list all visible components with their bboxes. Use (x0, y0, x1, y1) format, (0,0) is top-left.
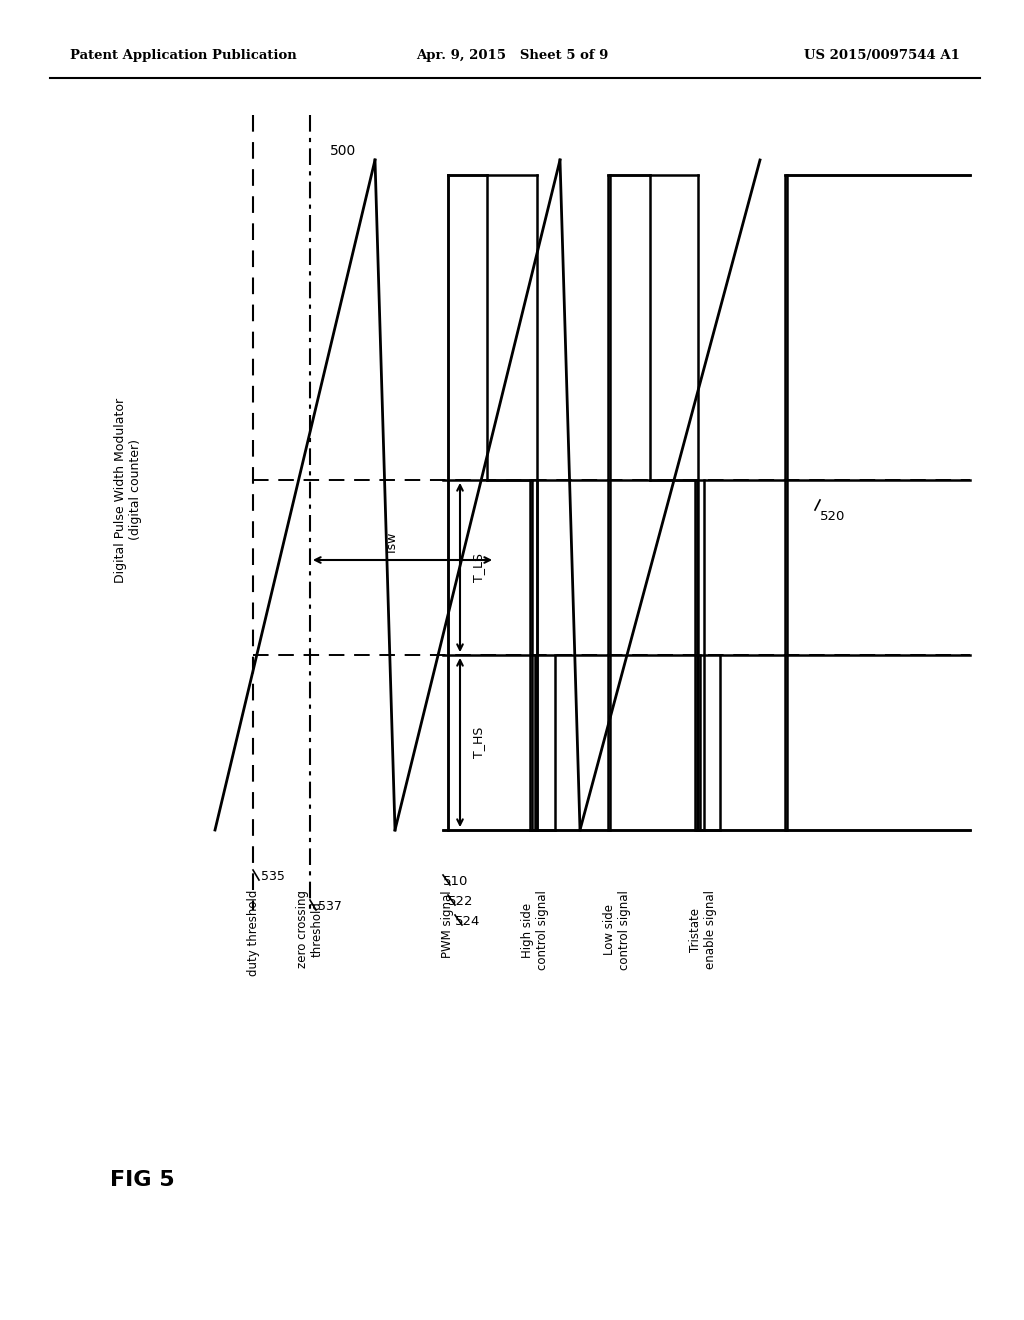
Text: Apr. 9, 2015   Sheet 5 of 9: Apr. 9, 2015 Sheet 5 of 9 (416, 49, 608, 62)
Text: PWM signal: PWM signal (440, 890, 454, 957)
Text: 520: 520 (820, 510, 846, 523)
Text: High side
control signal: High side control signal (521, 890, 549, 970)
Text: 524: 524 (455, 915, 480, 928)
Text: US 2015/0097544 A1: US 2015/0097544 A1 (804, 49, 961, 62)
Text: 535: 535 (261, 870, 285, 883)
Text: 522: 522 (449, 895, 473, 908)
Text: zero crossing
threshold: zero crossing threshold (296, 890, 324, 968)
Text: 510: 510 (443, 875, 468, 888)
Text: Digital Pulse Width Modulator
(digital counter): Digital Pulse Width Modulator (digital c… (114, 397, 142, 582)
Text: Tsw: Tsw (385, 533, 398, 554)
Text: Low side
control signal: Low side control signal (603, 890, 631, 970)
Text: 500: 500 (330, 144, 356, 158)
Text: Patent Application Publication: Patent Application Publication (70, 49, 297, 62)
Text: 537: 537 (318, 900, 342, 913)
Text: T_LS: T_LS (472, 553, 485, 582)
Text: Tristate
enable signal: Tristate enable signal (689, 890, 717, 969)
Text: T_HS: T_HS (472, 727, 485, 758)
Text: duty threshold: duty threshold (247, 890, 259, 977)
Text: FIG 5: FIG 5 (110, 1170, 175, 1191)
